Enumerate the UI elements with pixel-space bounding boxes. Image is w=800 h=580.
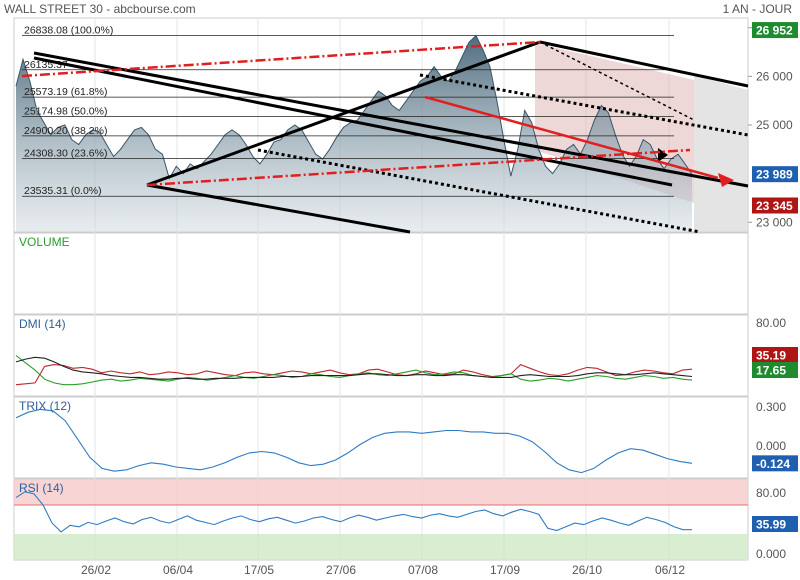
- fibonacci-label: 26838.08 (100.0%): [24, 25, 113, 37]
- shaded-projection-grey: [694, 75, 748, 232]
- trend-line-long-2: [33, 56, 673, 187]
- y-tick-label: 26 000: [756, 69, 793, 83]
- trend-line-dotted-mid: [419, 73, 749, 137]
- trend-line-up: [146, 40, 541, 187]
- rsi-oversold-zone: [14, 534, 748, 560]
- rsi-tag: [752, 516, 798, 532]
- rsi-y-tick: 80.00: [756, 486, 786, 500]
- trix-tag: [752, 455, 798, 472]
- trend-line-dotted-thin: [539, 41, 695, 121]
- red-dashdot-bottom: [146, 148, 691, 187]
- x-tick-label: 17/05: [244, 563, 274, 577]
- dmi-tag: [752, 362, 798, 378]
- rsi-y-tick: 0.000: [756, 547, 786, 561]
- price-tag: [752, 197, 798, 214]
- dmi-title: DMI (14): [19, 317, 66, 331]
- red-trend-line: [424, 95, 719, 180]
- x-tick-label: 26/10: [572, 563, 602, 577]
- trix-y-tick: 0.300: [756, 400, 786, 414]
- fibonacci-label: 24308.30 (23.6%): [24, 148, 107, 160]
- price-tag: [752, 22, 798, 39]
- dmi-tag-label: 17.65: [756, 364, 786, 378]
- price-tag: [752, 166, 798, 183]
- y-tick-label: 23 000: [756, 215, 793, 229]
- dmi-y-tick: 80.00: [756, 316, 786, 330]
- fibonacci-label: 23535.31 (0.0%): [24, 185, 102, 197]
- x-tick-label: 27/06: [326, 563, 356, 577]
- trend-line-dotted-low: [257, 148, 701, 234]
- red-dashdot-top: [21, 40, 541, 78]
- panel-volume: [13, 232, 749, 315]
- trend-line-low: [146, 183, 411, 234]
- trend-line-down: [539, 40, 749, 88]
- x-tick-label: 17/09: [490, 563, 520, 577]
- x-tick-label: 06/12: [655, 563, 685, 577]
- chart-title: WALL STREET 30 - abcbourse.com: [4, 2, 196, 16]
- price-tag-label: 23 345: [756, 199, 793, 213]
- panel-trix: [13, 396, 749, 479]
- y-tick-label: 25 000: [756, 118, 793, 132]
- dmi-tag: [752, 347, 798, 363]
- dmi-tag-label: 35.19: [756, 349, 786, 363]
- rsi-title: RSI (14): [19, 481, 64, 495]
- dmi-series-2: [15, 356, 693, 380]
- rsi-overbought-zone: [14, 479, 748, 505]
- x-tick-label: 07/08: [408, 563, 438, 577]
- fibonacci-label: 24900.20 (38.2%): [24, 125, 107, 137]
- rsi-tag-label: 35.99: [756, 518, 786, 532]
- trix-y-tick: 0.000: [756, 439, 786, 453]
- price-tag-label: 23 989: [756, 168, 793, 182]
- trix-tag-label: -0.124: [756, 457, 790, 471]
- x-tick-label: 26/02: [81, 563, 111, 577]
- rsi-series-0: [15, 491, 692, 533]
- arrow-black: [658, 148, 668, 162]
- trix-series-0: [15, 408, 693, 474]
- trend-line-long: [33, 51, 749, 188]
- fibonacci-label: 25573.19 (61.8%): [24, 86, 107, 98]
- arrow-red: [718, 173, 734, 187]
- volume-title: VOLUME: [19, 235, 70, 249]
- fibonacci-label: 25174.98 (50.0%): [24, 105, 107, 117]
- period-label: 1 AN - JOUR: [722, 2, 792, 16]
- trix-title: TRIX (12): [19, 399, 71, 413]
- price-tag-label: 26 952: [756, 24, 793, 38]
- x-tick-label: 06/04: [163, 563, 193, 577]
- dmi-series-1: [15, 355, 693, 386]
- panel-dmi: [13, 314, 749, 397]
